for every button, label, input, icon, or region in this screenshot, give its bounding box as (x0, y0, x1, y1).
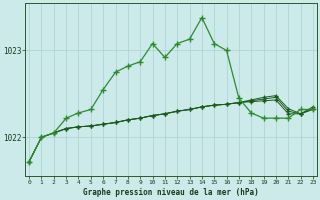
X-axis label: Graphe pression niveau de la mer (hPa): Graphe pression niveau de la mer (hPa) (83, 188, 259, 197)
